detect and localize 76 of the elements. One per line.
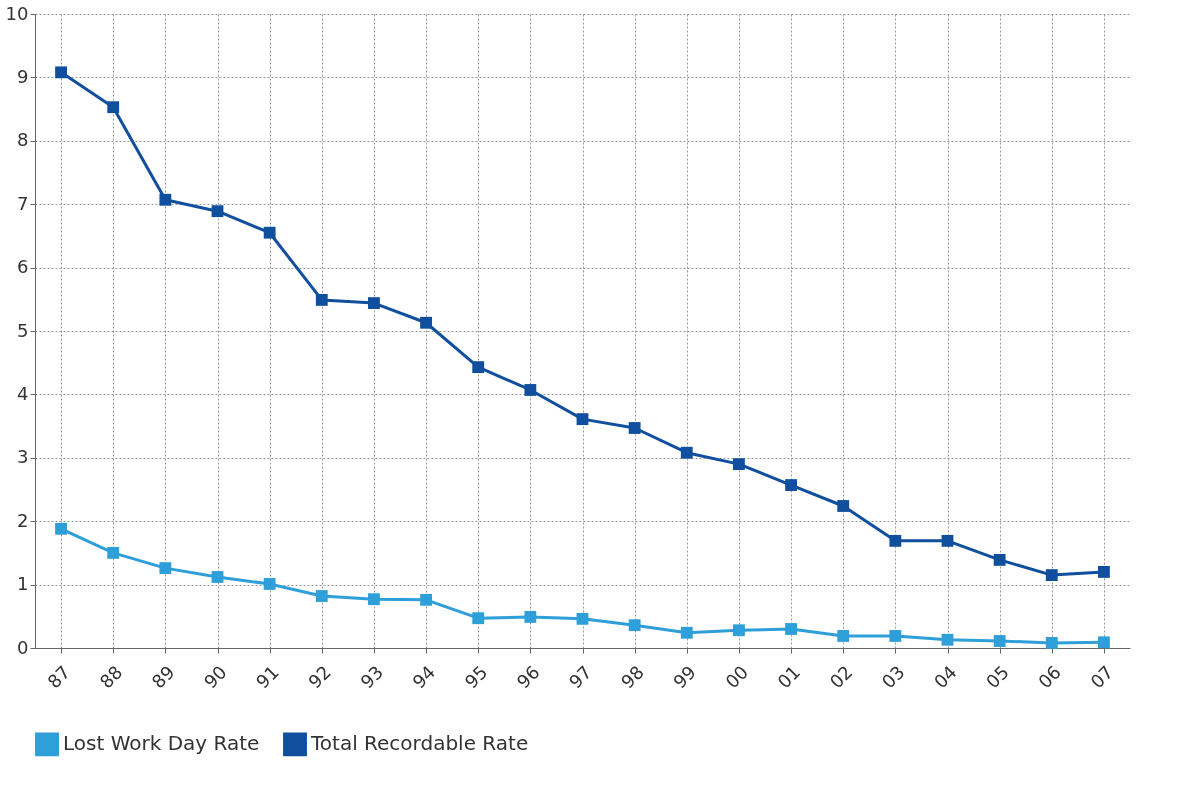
point	[941, 633, 954, 646]
y-tick-label: 4	[17, 382, 29, 404]
x-tick-label: 01	[773, 661, 805, 693]
point	[1045, 569, 1058, 582]
x-tick-label: 03	[877, 661, 909, 693]
point	[785, 623, 797, 635]
point	[889, 534, 902, 547]
x-tick-label: 91	[251, 661, 283, 693]
point	[107, 101, 120, 114]
x-tick-label: 87	[43, 661, 75, 693]
x-tick-label: 99	[668, 661, 701, 693]
point	[211, 571, 224, 583]
point	[1098, 566, 1110, 578]
point	[680, 626, 693, 639]
point	[1098, 636, 1110, 649]
x-tick-label: 05	[981, 661, 1013, 693]
point	[576, 612, 589, 625]
point	[993, 635, 1006, 647]
point	[472, 612, 485, 625]
point	[315, 590, 328, 602]
point	[680, 446, 693, 459]
point	[628, 619, 641, 632]
point	[315, 294, 328, 306]
x-tick-label: 89	[147, 661, 179, 693]
x-tick-label: 93	[356, 661, 388, 693]
point	[472, 361, 485, 374]
point	[1045, 637, 1058, 649]
point	[211, 205, 224, 218]
x-tick-label: 94	[408, 661, 440, 693]
point	[159, 562, 172, 575]
y-tick-label: 3	[17, 446, 29, 468]
x-tick-label: 02	[825, 661, 857, 693]
x-tick-label: 98	[616, 661, 648, 693]
point	[785, 479, 797, 491]
point	[889, 630, 902, 642]
point	[420, 316, 432, 329]
point	[368, 297, 380, 310]
point	[107, 546, 120, 559]
x-tick-label: 95	[460, 661, 492, 693]
y-tick-label: 1	[17, 573, 29, 595]
point	[837, 500, 850, 512]
x-tick-label: 04	[929, 661, 961, 693]
point	[576, 413, 589, 426]
point	[55, 66, 67, 79]
point	[733, 624, 745, 637]
y-tick-label: 8	[17, 129, 29, 151]
y-tick-label: 2	[17, 509, 29, 531]
x-tick-label: 06	[1033, 661, 1066, 693]
point	[524, 384, 537, 396]
legend-label: Lost Work Day Rate	[63, 731, 260, 756]
y-tick-label: 9	[17, 65, 29, 87]
x-tick-label: 92	[303, 661, 336, 693]
legend-label: Total Recordable Rate	[310, 731, 529, 756]
point	[941, 534, 954, 547]
point	[628, 422, 641, 434]
y-tick-label: 10	[5, 2, 29, 24]
point	[837, 630, 850, 642]
point	[263, 578, 276, 590]
point	[993, 553, 1006, 566]
x-tick-label: 88	[95, 661, 127, 693]
x-tick-label: 90	[199, 661, 231, 693]
point	[420, 593, 432, 606]
y-tick-label: 6	[17, 256, 29, 278]
y-tick-label: 7	[17, 192, 29, 214]
x-tick-label: 96	[512, 661, 544, 693]
point	[159, 193, 172, 206]
x-tick-label: 00	[721, 661, 753, 693]
x-tick-label: 07	[1086, 661, 1118, 693]
point	[55, 522, 67, 535]
x-tick-label: 97	[564, 661, 596, 693]
point	[733, 458, 745, 471]
point	[524, 611, 537, 623]
y-tick-label: 0	[17, 636, 29, 658]
point	[368, 593, 380, 606]
y-tick-label: 5	[17, 319, 29, 341]
point	[263, 226, 276, 239]
